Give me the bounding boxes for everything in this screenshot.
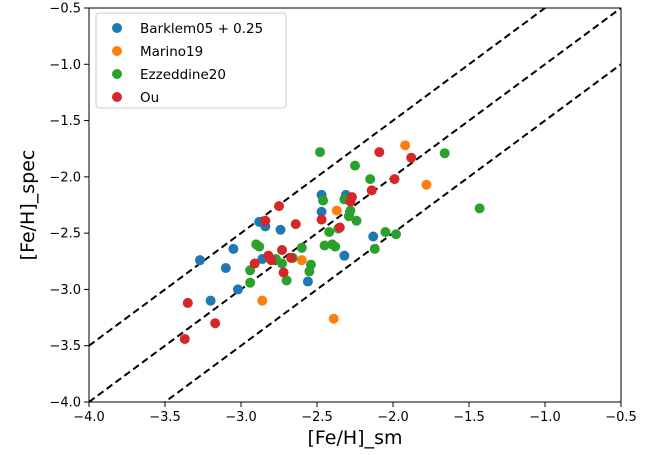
data-point-s3-1 — [182, 297, 193, 308]
data-point-s1-0 — [257, 295, 268, 306]
data-point-s0-11 — [316, 206, 327, 217]
data-point-s2-14 — [324, 227, 335, 238]
legend-marker — [112, 92, 122, 102]
x-axis-title: [Fe/H]_sm — [308, 427, 403, 449]
data-point-s2-3 — [254, 241, 265, 252]
data-point-s0-2 — [220, 263, 231, 274]
data-point-s2-20 — [345, 205, 356, 216]
x-tick-label: −0.5 — [605, 410, 637, 425]
reference-line-2 — [89, 8, 621, 402]
data-point-s0-3 — [228, 243, 239, 254]
legend-label: Barklem05 + 0.25 — [140, 21, 263, 37]
y-tick-label: −4.0 — [49, 396, 81, 411]
x-axis: −4.0 −3.5 −3.0 −2.5 −2.0 −1.5 −1.0 −0.5 — [73, 402, 637, 425]
data-point-s3-0 — [179, 333, 190, 344]
data-point-s3-19 — [406, 152, 417, 163]
y-tick-label: −1.0 — [49, 58, 81, 73]
data-point-s2-22 — [351, 215, 362, 226]
y-tick-label: −3.5 — [49, 339, 81, 354]
data-point-s2-6 — [281, 275, 292, 286]
data-point-s2-26 — [391, 229, 402, 240]
x-tick-label: −3.0 — [225, 410, 257, 425]
data-point-s0-1 — [205, 295, 216, 306]
data-point-s3-10 — [286, 252, 297, 263]
data-point-s0-14 — [368, 231, 379, 242]
data-point-s3-11 — [290, 219, 301, 230]
y-axis: −4.0 −3.5 −3.0 −2.5 −2.0 −1.5 −1.0 −0.5 — [49, 2, 89, 411]
data-point-s3-6 — [266, 255, 277, 266]
legend-marker — [112, 46, 122, 56]
data-point-s2-11 — [315, 147, 326, 158]
y-tick-label: −0.5 — [49, 2, 81, 17]
data-point-s3-7 — [274, 201, 284, 212]
data-point-s0-4 — [232, 284, 243, 295]
x-tick-label: −1.0 — [529, 410, 561, 425]
x-tick-label: −3.5 — [149, 410, 181, 425]
legend-marker — [112, 69, 122, 79]
x-tick-label: −2.5 — [301, 410, 333, 425]
reference-line-3 — [163, 63, 621, 402]
data-point-s2-21 — [350, 160, 360, 171]
data-point-s0-12 — [339, 250, 350, 261]
data-point-s3-13 — [334, 222, 345, 233]
reference-lines — [89, 8, 621, 402]
data-point-s2-10 — [305, 259, 316, 270]
x-tick-label: −1.5 — [453, 410, 485, 425]
x-tick-label: −2.0 — [377, 410, 409, 425]
data-point-s3-16 — [366, 185, 377, 196]
data-point-s2-0 — [245, 277, 256, 288]
data-points — [179, 140, 485, 344]
data-point-s3-17 — [374, 147, 385, 158]
data-point-s2-13 — [319, 240, 330, 251]
data-point-s3-18 — [389, 174, 400, 185]
y-axis-title: [Fe/H]_spec — [17, 150, 39, 261]
data-point-s0-0 — [194, 255, 205, 266]
data-point-s2-23 — [365, 174, 376, 185]
data-point-s3-4 — [260, 215, 271, 226]
legend-label: Ezzeddine20 — [140, 67, 226, 83]
data-point-s2-12 — [318, 195, 329, 206]
reference-line-1 — [89, 8, 547, 347]
data-point-s2-8 — [296, 242, 307, 253]
x-tick-label: −4.0 — [73, 410, 105, 425]
data-point-s1-4 — [400, 140, 411, 151]
data-point-s2-25 — [380, 227, 391, 238]
y-tick-label: −2.5 — [49, 227, 81, 242]
data-point-s1-3 — [331, 205, 342, 216]
legend-marker — [112, 23, 122, 33]
y-tick-label: −3.0 — [49, 283, 81, 298]
legend-label: Marino19 — [140, 44, 203, 60]
data-point-s1-2 — [328, 313, 339, 324]
data-point-s3-8 — [277, 245, 288, 256]
data-point-s2-28 — [474, 203, 485, 214]
data-point-s0-8 — [275, 224, 286, 235]
legend-box — [95, 12, 287, 109]
plot-frame — [88, 7, 622, 403]
data-point-s1-1 — [296, 255, 307, 266]
data-point-s1-5 — [421, 179, 432, 190]
data-point-s2-27 — [439, 148, 450, 159]
legend-label: Ou — [140, 90, 159, 106]
data-point-s0-9 — [302, 276, 313, 287]
legend: Barklem05 + 0.25 Marino19 Ezzeddine20 Ou — [95, 12, 287, 109]
y-tick-label: −2.0 — [49, 170, 81, 185]
data-point-s3-2 — [210, 318, 221, 329]
data-point-s3-9 — [278, 267, 289, 278]
data-point-s3-15 — [346, 192, 357, 203]
data-point-s3-3 — [249, 258, 260, 269]
data-point-s2-24 — [369, 243, 380, 254]
data-point-s3-12 — [316, 214, 327, 225]
data-point-s2-16 — [330, 241, 341, 252]
y-tick-label: −1.5 — [49, 114, 81, 129]
data-point-s2-5 — [277, 258, 288, 269]
